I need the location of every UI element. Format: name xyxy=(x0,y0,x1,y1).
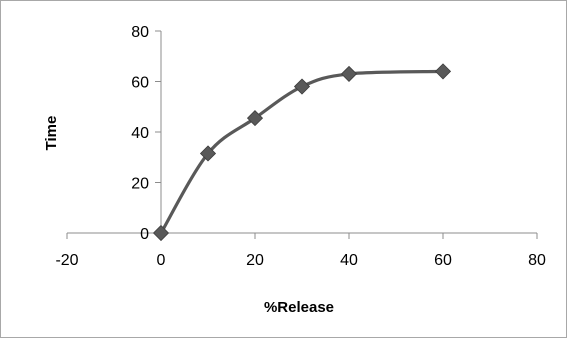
x-tick-label: 0 xyxy=(157,252,166,269)
x-tick-label: 60 xyxy=(434,252,452,269)
x-tick-label: -20 xyxy=(55,252,78,269)
data-point-marker xyxy=(293,78,311,95)
y-tick-label: 60 xyxy=(131,75,149,92)
data-point-marker xyxy=(199,145,217,162)
x-tick-label: 80 xyxy=(528,252,546,269)
y-tick-label: 0 xyxy=(140,226,149,243)
y-axis-title: Time xyxy=(43,116,60,151)
axes xyxy=(66,30,538,239)
y-tick-label: 80 xyxy=(131,24,149,41)
y-tick-label: 20 xyxy=(131,176,149,193)
y-tick-label: 40 xyxy=(131,125,149,142)
data-point-marker xyxy=(340,65,358,82)
x-tick-label: 20 xyxy=(246,252,264,269)
labels-layer: %Release Time 0 20 40 60 80 -20 0 20 40 60 80 xyxy=(43,24,546,316)
data-point-marker xyxy=(434,63,452,80)
series-layer xyxy=(152,63,452,242)
x-axis-title: %Release xyxy=(264,299,334,316)
x-tick-label: 40 xyxy=(340,252,358,269)
data-point-marker xyxy=(246,110,264,127)
series-line xyxy=(159,69,444,234)
data-point-marker xyxy=(152,224,170,242)
